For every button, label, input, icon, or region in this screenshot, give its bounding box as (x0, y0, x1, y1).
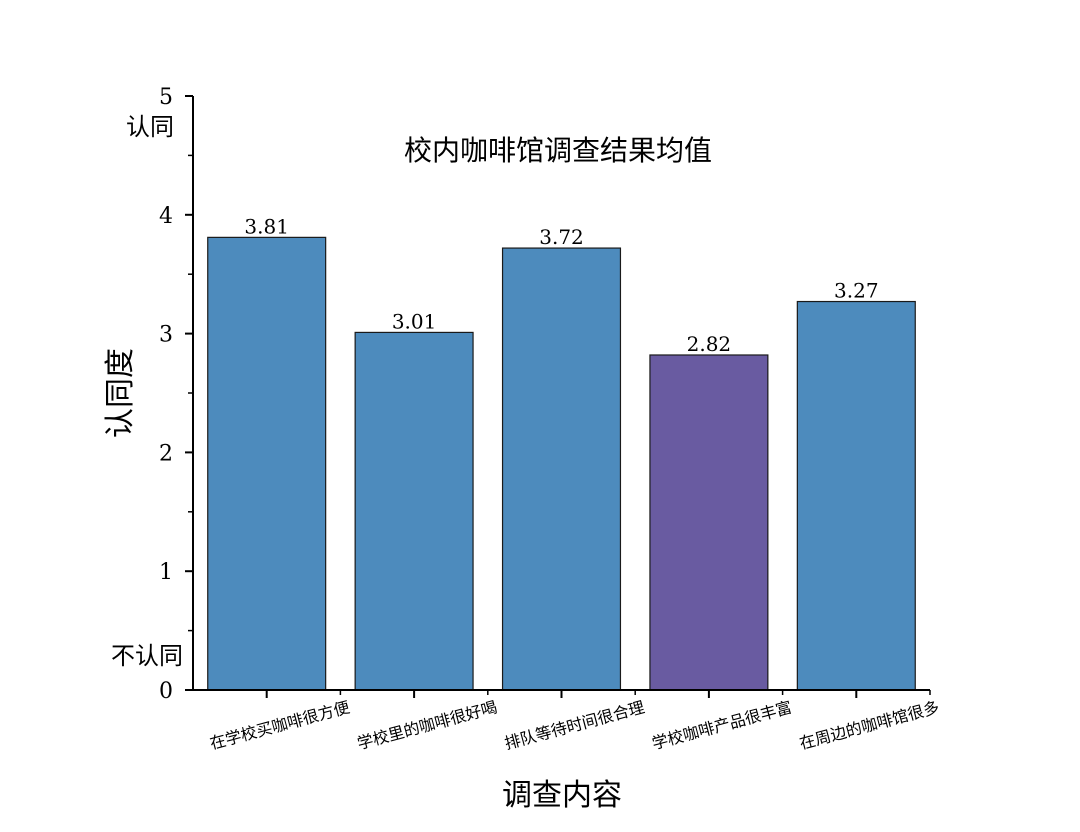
x-category-label: 在周边的咖啡馆很多 (797, 698, 941, 754)
x-category-label: 学校咖啡产品很丰富 (650, 698, 794, 754)
y-tick-label: 4 (159, 204, 173, 229)
y-annotation-bottom: 不认同 (111, 642, 183, 670)
bar (501, 247, 622, 691)
bar-value-label: 2.82 (687, 332, 732, 356)
y-annotation-top: 认同 (126, 113, 174, 141)
y-tick-label: 5 (159, 85, 173, 110)
x-ticks: 在学校买咖啡很方便 学校里的咖啡很好喝 排队等待时间很合理 学校咖啡产品很丰富 在周边的… (208, 690, 941, 754)
bar-value-label: 3.72 (539, 225, 584, 249)
bar-value-label: 3.01 (392, 309, 437, 333)
y-tick-label: 2 (159, 441, 173, 466)
x-category-label: 排队等待时间很合理 (503, 698, 647, 754)
bars-layer (207, 236, 916, 691)
y-tick-label: 3 (159, 323, 173, 348)
bar-value-label: 3.27 (834, 279, 879, 303)
bar (796, 300, 916, 691)
chart-title: 校内咖啡馆调查结果均值 (404, 134, 712, 167)
x-category-label: 学校里的咖啡很好喝 (355, 698, 499, 754)
data-labels: 3.81 3.01 3.72 2.82 3.27 (244, 214, 878, 356)
y-tick-label: 1 (159, 560, 173, 585)
y-ticks: 0 1 2 3 4 5 (159, 85, 193, 704)
bar (207, 236, 327, 691)
bar (649, 354, 769, 691)
bar-value-label: 3.81 (244, 214, 289, 238)
bar (354, 331, 474, 691)
y-tick-label: 0 (159, 679, 173, 704)
y-axis-title: 认同度 (103, 348, 138, 438)
x-axis-title: 调查内容 (502, 778, 622, 813)
x-category-label: 在学校买咖啡很方便 (208, 698, 352, 754)
